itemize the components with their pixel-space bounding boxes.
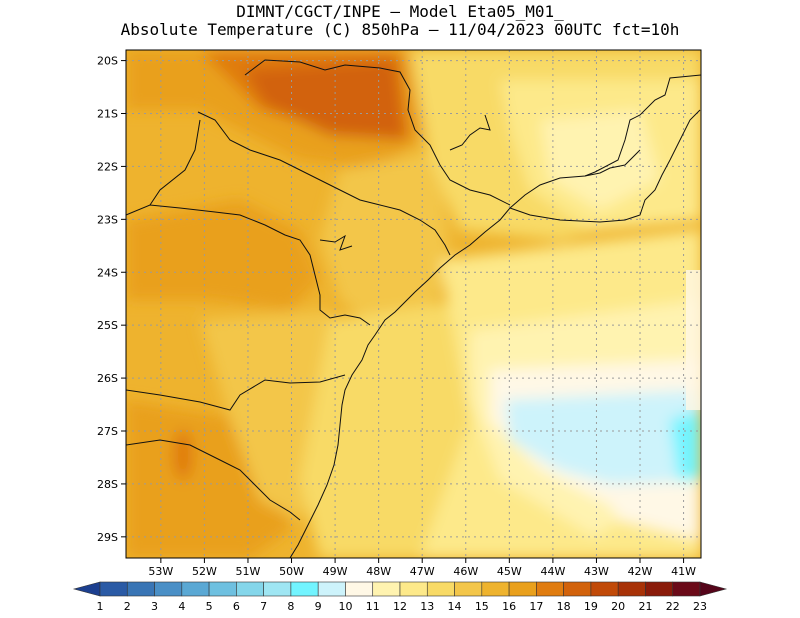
colorbar-label: 20 <box>611 600 625 613</box>
chart-title-line-1: DIMNT/CGCT/INPE – Model Eta05_M01_ <box>236 2 564 21</box>
colorbar-label: 8 <box>287 600 294 613</box>
lat-tick-label: 24S <box>97 266 118 279</box>
colorbar-label: 23 <box>693 600 707 613</box>
colorbar-swatch <box>154 581 183 597</box>
colorbar-swatch <box>372 581 401 597</box>
lon-tick-label: 43W <box>584 565 609 578</box>
colorbar-swatch <box>208 581 237 597</box>
colorbar-swatch <box>181 581 210 597</box>
map-grid <box>126 50 701 558</box>
colorbar-label: 1 <box>97 600 104 613</box>
lat-tick-label: 29S <box>97 531 118 544</box>
coastline-and-borders <box>126 59 701 558</box>
colorbar-label: 11 <box>366 600 380 613</box>
colorbar-swatch <box>126 581 155 597</box>
colorbar-swatch <box>590 581 619 597</box>
lat-tick-label: 25S <box>97 319 118 332</box>
colorbar-label: 19 <box>584 600 598 613</box>
colorbar-swatch <box>317 581 346 597</box>
temperature-field <box>126 50 701 558</box>
lon-tick-label: 47W <box>410 565 435 578</box>
colorbar-label: 18 <box>557 600 571 613</box>
colorbar-swatch <box>645 581 674 597</box>
colorbar-label: 22 <box>666 600 680 613</box>
colorbar-label: 3 <box>151 600 158 613</box>
colorbar-label: 4 <box>178 600 185 613</box>
colorbar-label: 5 <box>206 600 213 613</box>
colorbar-swatch <box>672 581 701 597</box>
colorbar-label: 16 <box>502 600 516 613</box>
colorbar-label: 2 <box>124 600 131 613</box>
colorbar-label: 17 <box>529 600 543 613</box>
colorbar-label: 6 <box>233 600 240 613</box>
lat-tick-label: 28S <box>97 478 118 491</box>
lon-tick-label: 46W <box>453 565 478 578</box>
colorbar-swatch <box>617 581 646 597</box>
colorbar-label: 9 <box>315 600 322 613</box>
colorbar-label: 21 <box>638 600 652 613</box>
lon-tick-label: 51W <box>236 565 261 578</box>
lat-tick-label: 22S <box>97 160 118 173</box>
lon-tick-label: 53W <box>148 565 173 578</box>
axis-ticks: 20S 21S 22S 23S 24S 25S 26S 27S 28S 29S 53W 52W 51W 5… <box>97 55 696 578</box>
lat-tick-label: 23S <box>97 213 118 226</box>
colorbar-swatch <box>263 581 292 597</box>
colorbar-swatch <box>426 581 455 597</box>
lon-tick-label: 52W <box>192 565 217 578</box>
colorbar-swatch <box>563 581 592 597</box>
colorbar-swatch <box>290 581 319 597</box>
lon-tick-label: 48W <box>366 565 391 578</box>
lat-tick-label: 20S <box>97 55 118 68</box>
colorbar-label: 14 <box>448 600 462 613</box>
colorbar-swatch <box>345 581 374 597</box>
colorbar-swatch <box>536 581 564 597</box>
chart-title-line-2: Absolute Temperature (C) 850hPa – 11/04/… <box>120 20 680 39</box>
colorbar-arrow-high <box>699 581 728 597</box>
colorbar-swatch <box>454 581 483 597</box>
colorbar-swatch <box>399 581 428 597</box>
lon-tick-label: 50W <box>279 565 304 578</box>
colorbar-label: 7 <box>260 600 267 613</box>
colorbar-label: 10 <box>338 600 352 613</box>
colorbar-swatch <box>99 581 128 597</box>
lat-tick-label: 21S <box>97 108 118 121</box>
colorbar-swatch <box>481 581 510 597</box>
lat-tick-label: 27S <box>97 425 118 438</box>
colorbar-swatch <box>236 581 264 597</box>
colorbar-swatch <box>508 581 537 597</box>
colorbar-label: 13 <box>420 600 434 613</box>
lon-tick-label: 44W <box>540 565 565 578</box>
map-frame <box>125 49 702 559</box>
lon-tick-label: 45W <box>497 565 522 578</box>
lon-tick-label: 42W <box>628 565 653 578</box>
colorbar-label: 12 <box>393 600 407 613</box>
colorbar-label: 15 <box>475 600 489 613</box>
colorbar: 1 2 3 4 5 6 7 8 9 10 11 12 13 14 15 16 17 18 19 20 21 22 23 <box>72 581 728 613</box>
lon-tick-label: 41W <box>671 565 696 578</box>
colorbar-arrow-low <box>72 581 101 597</box>
lon-tick-label: 49W <box>323 565 348 578</box>
lat-tick-label: 26S <box>97 372 118 385</box>
